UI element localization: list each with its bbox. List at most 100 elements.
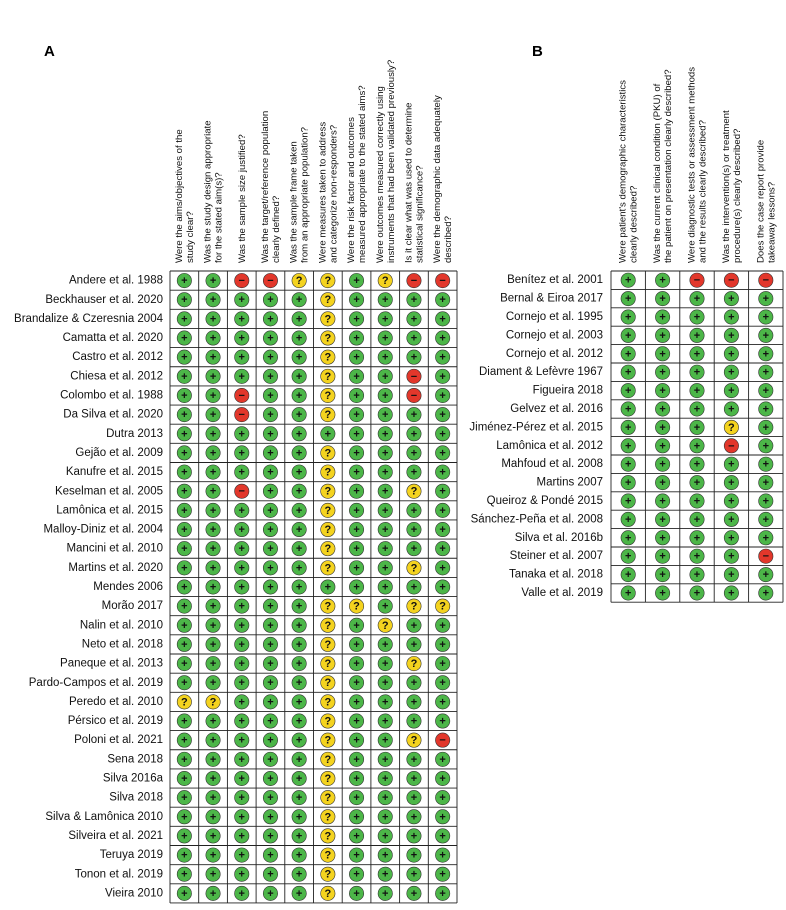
study-name: Morão 2017 (102, 600, 163, 612)
rating-icon (377, 292, 393, 308)
rating-icon (406, 866, 422, 882)
rating-icon (234, 349, 250, 365)
rating-symbol: + (296, 486, 302, 498)
rating-symbol: + (210, 811, 216, 823)
rating-symbol: + (210, 352, 216, 364)
rating-icon (320, 579, 336, 595)
rating-icon (291, 273, 307, 289)
rating-symbol: + (181, 850, 187, 862)
rating-symbol: + (728, 514, 734, 526)
rating-symbol: + (267, 313, 273, 325)
rating-icon (262, 541, 278, 557)
rating-symbol: + (267, 811, 273, 823)
rating-icon (262, 368, 278, 384)
rating-symbol: ? (324, 773, 331, 785)
rating-symbol: + (239, 524, 245, 536)
rating-icon (377, 751, 393, 767)
rating-symbol: + (411, 447, 417, 459)
rating-symbol: + (210, 639, 216, 651)
rating-symbol: ? (324, 409, 331, 421)
rating-icon (723, 419, 739, 435)
rating-symbol: + (728, 532, 734, 544)
rating-symbol: ? (411, 601, 418, 613)
rating-icon (620, 567, 636, 583)
rating-symbol: + (267, 716, 273, 728)
rating-icon (406, 311, 422, 327)
rating-icon (262, 330, 278, 346)
rating-icon (176, 809, 192, 825)
rating-symbol: + (296, 371, 302, 383)
rating-symbol: + (382, 467, 388, 479)
rating-icon (377, 349, 393, 365)
rating-icon (291, 292, 307, 308)
rating-icon (262, 675, 278, 691)
rating-symbol: + (353, 716, 359, 728)
rating-symbol: + (267, 581, 273, 593)
rating-icon (205, 522, 221, 538)
rating-icon (406, 790, 422, 806)
rating-symbol: + (382, 869, 388, 881)
rating-icon (435, 311, 451, 327)
study-name: Tanaka et al. 2018 (509, 569, 603, 581)
rating-icon (262, 732, 278, 748)
rating-icon (620, 419, 636, 435)
rating-symbol: + (625, 293, 631, 305)
rating-icon (758, 530, 774, 546)
rating-symbol: ? (411, 735, 418, 747)
rating-icon (262, 713, 278, 729)
rating-icon (320, 885, 336, 901)
rating-icon (320, 502, 336, 518)
rating-icon (655, 309, 671, 325)
rating-icon (435, 426, 451, 442)
rating-symbol: ? (324, 658, 331, 670)
rating-icon (377, 790, 393, 806)
rating-symbol: + (296, 562, 302, 574)
rating-symbol: + (382, 639, 388, 651)
rating-icon (176, 464, 192, 480)
rating-icon (377, 809, 393, 825)
rating-icon (205, 387, 221, 403)
rating-symbol: + (325, 581, 331, 593)
rating-symbol: + (353, 409, 359, 421)
rating-symbol: + (353, 811, 359, 823)
rating-symbol: + (181, 447, 187, 459)
study-name: Queiroz & Pondé 2015 (487, 495, 603, 507)
study-name: Diament & Lefèvre 1967 (479, 366, 603, 378)
rating-symbol: + (439, 562, 445, 574)
rating-symbol: + (353, 581, 359, 593)
rating-symbol: + (625, 367, 631, 379)
rating-icon (291, 579, 307, 595)
rating-symbol: + (181, 830, 187, 842)
rating-symbol: + (728, 312, 734, 324)
rating-symbol: + (382, 754, 388, 766)
rating-symbol: + (353, 390, 359, 402)
rating-icon (176, 483, 192, 499)
rating-icon (758, 438, 774, 454)
rating-icon (234, 713, 250, 729)
rating-icon (406, 579, 422, 595)
rating-symbol: − (411, 371, 417, 383)
rating-icon (205, 656, 221, 672)
rating-symbol: + (382, 524, 388, 536)
rating-symbol: + (439, 543, 445, 555)
rating-icon (655, 401, 671, 417)
rating-symbol: ? (324, 486, 331, 498)
rating-symbol: + (763, 293, 769, 305)
rating-symbol: + (382, 677, 388, 689)
rating-symbol: + (728, 459, 734, 471)
rating-icon (349, 387, 365, 403)
rating-icon (176, 426, 192, 442)
rating-icon (320, 713, 336, 729)
study-name: Lamônica et al. 2012 (496, 440, 603, 452)
rating-symbol: + (694, 293, 700, 305)
rating-symbol: + (296, 447, 302, 459)
rating-symbol: + (210, 735, 216, 747)
rating-symbol: + (694, 312, 700, 324)
rating-icon (377, 464, 393, 480)
rating-icon (262, 751, 278, 767)
study-name: Malloy-Diniz et al. 2004 (43, 524, 163, 536)
rating-symbol: + (353, 773, 359, 785)
rating-icon (435, 541, 451, 557)
study-name: Lamônica et al. 2015 (56, 504, 163, 516)
rating-icon (435, 502, 451, 518)
